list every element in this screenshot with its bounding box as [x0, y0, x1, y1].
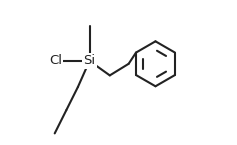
Text: Cl: Cl: [49, 54, 62, 67]
Text: Si: Si: [83, 54, 96, 67]
